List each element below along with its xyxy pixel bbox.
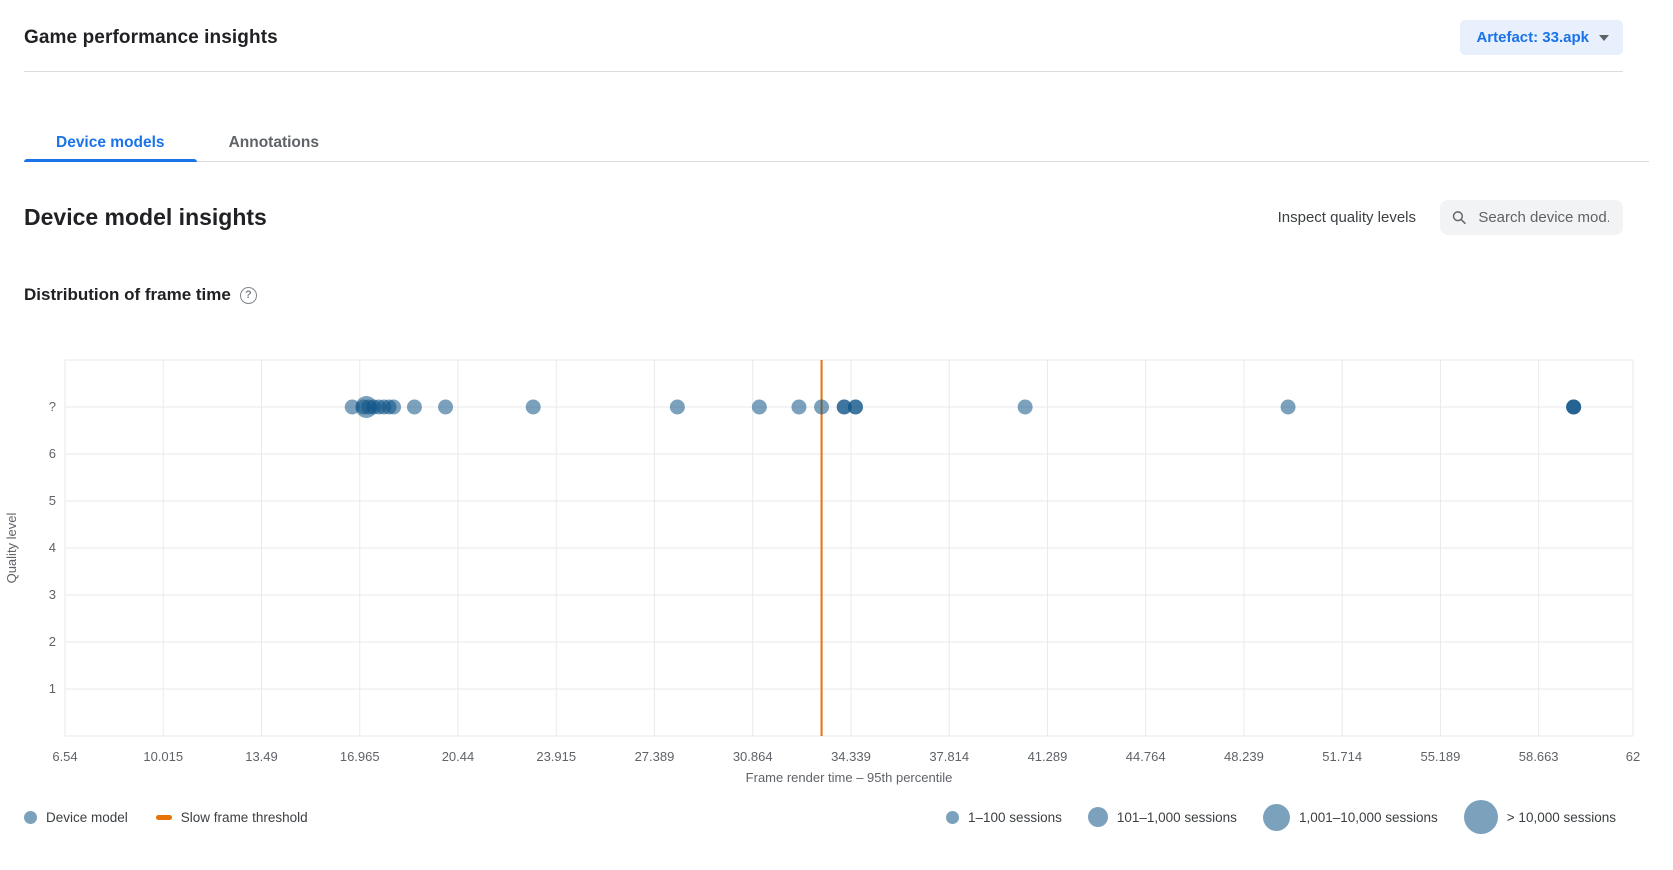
device-model-point[interactable] bbox=[836, 399, 852, 415]
svg-text:37.814: 37.814 bbox=[929, 749, 969, 764]
legend-device-model: Device model bbox=[24, 810, 128, 825]
chart-title: Distribution of frame time bbox=[24, 285, 231, 304]
chevron-down-icon bbox=[1599, 34, 1609, 41]
chart-legend: Device model Slow frame threshold 1–100 … bbox=[24, 800, 1616, 834]
session-size-legend: 1–100 sessions 101–1,000 sessions 1,001–… bbox=[946, 800, 1616, 834]
tab-annotations[interactable]: Annotations bbox=[197, 125, 351, 161]
series-legend: Device model Slow frame threshold bbox=[24, 810, 308, 825]
inspect-quality-levels-link[interactable]: Inspect quality levels bbox=[1277, 209, 1416, 226]
device-model-point[interactable] bbox=[438, 399, 454, 415]
legend-size-1: 1–100 sessions bbox=[946, 810, 1062, 825]
svg-text:48.239: 48.239 bbox=[1224, 749, 1264, 764]
svg-text:20.44: 20.44 bbox=[442, 749, 475, 764]
device-model-point[interactable] bbox=[791, 399, 807, 415]
legend-size-1-label: 1–100 sessions bbox=[968, 809, 1062, 825]
svg-text:62: 62 bbox=[1626, 749, 1640, 764]
legend-size-4-label: > 10,000 sessions bbox=[1506, 809, 1616, 825]
svg-text:27.389: 27.389 bbox=[635, 749, 675, 764]
legend-size-2: 101–1,000 sessions bbox=[1087, 807, 1237, 827]
svg-text:4: 4 bbox=[49, 540, 56, 555]
axis-labels: 6.54 10.015 13.49 16.965 20.44 23.915 27.389 30… bbox=[4, 399, 1640, 785]
svg-text:6: 6 bbox=[49, 446, 56, 461]
search-icon bbox=[1452, 211, 1466, 225]
page-header: Game performance insights Artefact: 33.a… bbox=[24, 0, 1623, 72]
legend-slow-frame-threshold: Slow frame threshold bbox=[155, 809, 308, 825]
tab-device-models-label: Device models bbox=[56, 134, 165, 151]
artefact-selector-button[interactable]: Artefact: 33.apk bbox=[1460, 20, 1623, 55]
svg-text:Frame render time – 95th perce: Frame render time – 95th percentile bbox=[746, 770, 953, 785]
legend-size-3-label: 1,001–10,000 sessions bbox=[1298, 809, 1438, 825]
session-size-small-icon bbox=[946, 810, 960, 824]
frame-time-distribution-chart[interactable]: 6.54 10.015 13.49 16.965 20.44 23.915 27.389 30… bbox=[0, 317, 1673, 792]
legend-size-4: > 10,000 sessions bbox=[1463, 800, 1616, 834]
device-model-point[interactable] bbox=[344, 399, 360, 415]
svg-text:10.015: 10.015 bbox=[143, 749, 183, 764]
artefact-selector-label: Artefact: 33.apk bbox=[1476, 29, 1589, 46]
svg-text:34.339: 34.339 bbox=[831, 749, 871, 764]
device-model-point[interactable] bbox=[814, 399, 830, 415]
scatter-plot-svg: 6.54 10.015 13.49 16.965 20.44 23.915 27.389 30… bbox=[4, 359, 1640, 785]
svg-text:2: 2 bbox=[49, 634, 56, 649]
device-model-point[interactable] bbox=[1280, 399, 1296, 415]
svg-text:30.864: 30.864 bbox=[733, 749, 773, 764]
device-model-point[interactable] bbox=[848, 399, 864, 415]
legend-size-2-label: 101–1,000 sessions bbox=[1116, 809, 1237, 825]
gridlines bbox=[64, 359, 1634, 737]
device-model-point[interactable] bbox=[669, 399, 685, 415]
chart-title-row: Distribution of frame time ? bbox=[24, 285, 1649, 305]
svg-text:23.915: 23.915 bbox=[536, 749, 576, 764]
svg-text:13.49: 13.49 bbox=[245, 749, 278, 764]
svg-text:6.54: 6.54 bbox=[52, 749, 77, 764]
svg-text:3: 3 bbox=[49, 587, 56, 602]
device-model-search-box[interactable] bbox=[1440, 200, 1623, 235]
device-model-point[interactable] bbox=[386, 399, 402, 415]
tabs: Device models Annotations bbox=[24, 125, 1649, 162]
svg-text:58.663: 58.663 bbox=[1519, 749, 1559, 764]
device-model-points bbox=[344, 396, 1582, 418]
svg-text:44.764: 44.764 bbox=[1126, 749, 1166, 764]
legend-device-model-label: Device model bbox=[46, 809, 128, 825]
svg-text:51.714: 51.714 bbox=[1322, 749, 1362, 764]
svg-text:?: ? bbox=[49, 399, 56, 414]
session-size-medium-icon bbox=[1087, 807, 1108, 827]
session-size-xlarge-icon bbox=[1463, 800, 1498, 834]
section-title: Device model insights bbox=[24, 204, 267, 230]
legend-size-3: 1,001–10,000 sessions bbox=[1262, 803, 1438, 831]
page-title: Game performance insights bbox=[24, 26, 278, 48]
svg-text:1: 1 bbox=[49, 681, 56, 696]
device-model-point[interactable] bbox=[525, 399, 541, 415]
device-model-point[interactable] bbox=[1017, 399, 1033, 415]
tab-annotations-label: Annotations bbox=[228, 134, 319, 151]
svg-text:Quality level: Quality level bbox=[4, 512, 19, 583]
legend-slow-frame-threshold-label: Slow frame threshold bbox=[180, 809, 308, 825]
tab-device-models[interactable]: Device models bbox=[24, 125, 197, 162]
svg-text:55.189: 55.189 bbox=[1421, 749, 1461, 764]
search-device-models-input[interactable] bbox=[1476, 208, 1611, 227]
svg-text:16.965: 16.965 bbox=[340, 749, 380, 764]
session-size-large-icon bbox=[1262, 803, 1290, 831]
section-actions: Inspect quality levels bbox=[1278, 200, 1623, 235]
device-model-point[interactable] bbox=[751, 399, 767, 415]
svg-text:5: 5 bbox=[49, 493, 56, 508]
device-model-dot-icon bbox=[24, 810, 37, 824]
svg-text:41.289: 41.289 bbox=[1028, 749, 1068, 764]
threshold-line-icon bbox=[155, 814, 172, 820]
section-header: Device model insights Inspect quality le… bbox=[24, 200, 1623, 235]
device-model-point[interactable] bbox=[1566, 399, 1582, 415]
device-model-point[interactable] bbox=[406, 399, 422, 415]
help-icon[interactable]: ? bbox=[239, 286, 257, 304]
